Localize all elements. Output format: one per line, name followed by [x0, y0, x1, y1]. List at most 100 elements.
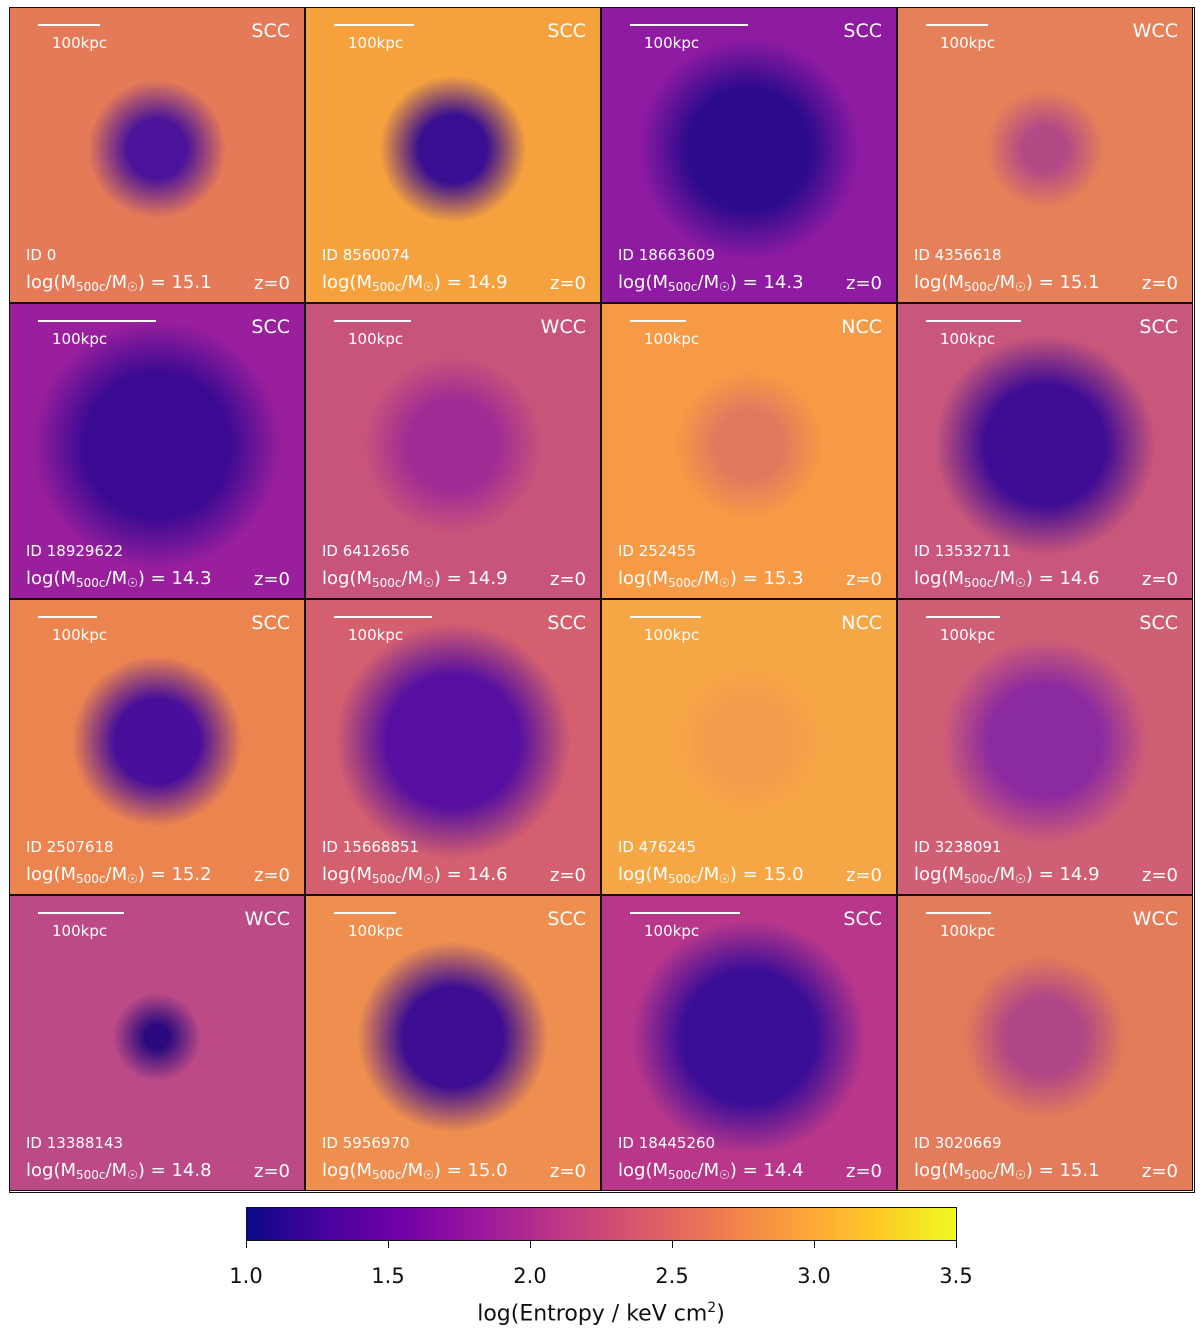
core-type-label: WCC — [540, 316, 586, 338]
scale-bar — [630, 320, 686, 322]
scale-bar — [38, 320, 156, 322]
colorbar-tick — [956, 1241, 957, 1248]
core-type-label: WCC — [244, 908, 290, 930]
redshift-label: z=0 — [1142, 865, 1178, 886]
halo-id-label: ID 13532711 — [914, 542, 1012, 560]
colorbar-tick — [814, 1241, 815, 1248]
entropy-map-image — [10, 304, 304, 598]
scale-bar-label: 100kpc — [52, 330, 108, 348]
scale-bar-label: 100kpc — [644, 922, 700, 940]
halo-id-label: ID 252455 — [618, 542, 697, 560]
halo-mass-label: log(M500c/M☉) = 14.3 — [618, 272, 804, 294]
core-type-label: SCC — [843, 20, 882, 42]
scale-bar-label: 100kpc — [52, 626, 108, 644]
scale-bar — [926, 912, 991, 914]
halo-mass-label: log(M500c/M☉) = 14.9 — [914, 864, 1100, 886]
entropy-map-image — [602, 600, 896, 894]
core-type-label: NCC — [841, 316, 882, 338]
colorbar-tick-label: 1.5 — [371, 1264, 405, 1288]
cluster-panel: 100kpc SCC ID 18663609 log(M500c/M☉) = 14.3… — [601, 7, 897, 303]
cluster-panel: 100kpc SCC ID 13532711 log(M500c/M☉) = 14.6… — [897, 303, 1193, 599]
colorbar-tick-label: 2.5 — [655, 1264, 689, 1288]
redshift-label: z=0 — [254, 1161, 290, 1182]
colorbar-tick-label: 2.0 — [513, 1264, 547, 1288]
scale-bar — [334, 320, 411, 322]
halo-id-label: ID 18663609 — [618, 246, 716, 264]
redshift-label: z=0 — [550, 273, 586, 294]
entropy-map-image — [898, 896, 1192, 1190]
halo-mass-label: log(M500c/M☉) = 14.8 — [26, 1160, 212, 1182]
entropy-map-image — [898, 8, 1192, 302]
halo-mass-label: log(M500c/M☉) = 15.1 — [914, 272, 1100, 294]
colorbar-label-main: log(Entropy / keV cm — [477, 1301, 708, 1327]
scale-bar — [334, 616, 432, 618]
core-type-label: SCC — [547, 908, 586, 930]
entropy-map-image — [10, 600, 304, 894]
scale-bar-label: 100kpc — [940, 922, 996, 940]
halo-mass-label: log(M500c/M☉) = 14.4 — [618, 1160, 804, 1182]
halo-id-label: ID 18445260 — [618, 1134, 716, 1152]
redshift-label: z=0 — [254, 865, 290, 886]
cluster-panel: 100kpc SCC ID 3238091 log(M500c/M☉) = 14.9 z… — [897, 599, 1193, 895]
core-type-label: SCC — [547, 20, 586, 42]
core-type-label: SCC — [251, 20, 290, 42]
halo-mass-label: log(M500c/M☉) = 15.1 — [914, 1160, 1100, 1182]
halo-mass-label: log(M500c/M☉) = 14.3 — [26, 568, 212, 590]
halo-id-label: ID 2507618 — [26, 838, 114, 856]
scale-bar-label: 100kpc — [348, 922, 404, 940]
entropy-colorbar — [246, 1207, 957, 1241]
scale-bar — [38, 616, 97, 618]
scale-bar-label: 100kpc — [348, 626, 404, 644]
entropy-map-image — [10, 896, 304, 1190]
colorbar-tick-label: 1.0 — [229, 1264, 263, 1288]
scale-bar — [630, 616, 701, 618]
core-type-label: SCC — [547, 612, 586, 634]
scale-bar — [38, 912, 124, 914]
cluster-panel: 100kpc WCC ID 4356618 log(M500c/M☉) = 15.1 z… — [897, 7, 1193, 303]
scale-bar-label: 100kpc — [940, 626, 996, 644]
halo-mass-label: log(M500c/M☉) = 14.9 — [322, 568, 508, 590]
scale-bar-label: 100kpc — [52, 922, 108, 940]
scale-bar-label: 100kpc — [940, 34, 996, 52]
scale-bar-label: 100kpc — [348, 34, 404, 52]
core-type-label: NCC — [841, 612, 882, 634]
colorbar-label: log(Entropy / keV cm2) — [477, 1300, 725, 1326]
redshift-label: z=0 — [1142, 569, 1178, 590]
entropy-map-image — [306, 896, 600, 1190]
cluster-panel: 100kpc SCC ID 15668851 log(M500c/M☉) = 14.6… — [305, 599, 601, 895]
cluster-panel: 100kpc NCC ID 252455 log(M500c/M☉) = 15.3 z=… — [601, 303, 897, 599]
cluster-panel: 100kpc WCC ID 13388143 log(M500c/M☉) = 14.8… — [9, 895, 305, 1191]
cluster-panel: 100kpc SCC ID 5956970 log(M500c/M☉) = 15.0 z… — [305, 895, 601, 1191]
halo-mass-label: log(M500c/M☉) = 15.0 — [618, 864, 804, 886]
cluster-panel: 100kpc WCC ID 6412656 log(M500c/M☉) = 14.9 z… — [305, 303, 601, 599]
core-type-label: WCC — [1132, 20, 1178, 42]
redshift-label: z=0 — [254, 569, 290, 590]
halo-id-label: ID 5956970 — [322, 1134, 410, 1152]
halo-id-label: ID 476245 — [618, 838, 697, 856]
colorbar-tick — [530, 1241, 531, 1248]
scale-bar — [926, 320, 1021, 322]
halo-id-label: ID 6412656 — [322, 542, 410, 560]
colorbar-tick — [388, 1241, 389, 1248]
halo-mass-label: log(M500c/M☉) = 15.0 — [322, 1160, 508, 1182]
entropy-map-image — [602, 304, 896, 598]
core-type-label: SCC — [1139, 612, 1178, 634]
scale-bar-label: 100kpc — [644, 330, 700, 348]
redshift-label: z=0 — [846, 1161, 882, 1182]
halo-mass-label: log(M500c/M☉) = 15.2 — [26, 864, 212, 886]
halo-id-label: ID 3238091 — [914, 838, 1002, 856]
scale-bar-label: 100kpc — [644, 626, 700, 644]
core-type-label: WCC — [1132, 908, 1178, 930]
cluster-panel: 100kpc SCC ID 2507618 log(M500c/M☉) = 15.2 z… — [9, 599, 305, 895]
cluster-panel: 100kpc SCC ID 18929622 log(M500c/M☉) = 14.3… — [9, 303, 305, 599]
redshift-label: z=0 — [1142, 273, 1178, 294]
halo-mass-label: log(M500c/M☉) = 14.6 — [914, 568, 1100, 590]
redshift-label: z=0 — [550, 1161, 586, 1182]
halo-id-label: ID 15668851 — [322, 838, 420, 856]
scale-bar — [334, 24, 414, 26]
scale-bar — [38, 24, 100, 26]
halo-mass-label: log(M500c/M☉) = 15.1 — [26, 272, 212, 294]
redshift-label: z=0 — [550, 865, 586, 886]
redshift-label: z=0 — [846, 865, 882, 886]
core-type-label: SCC — [251, 316, 290, 338]
